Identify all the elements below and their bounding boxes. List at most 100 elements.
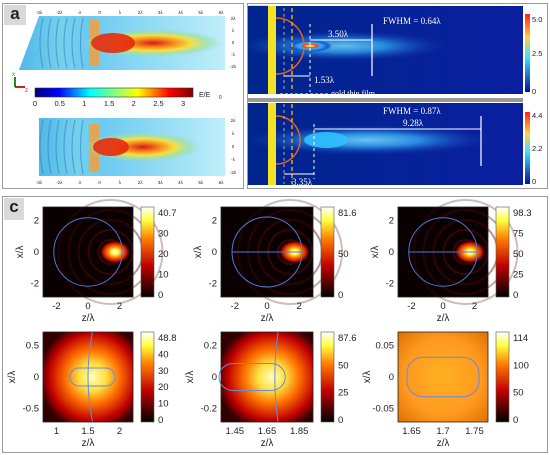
colorbar-label-subscript: 0 [219,95,222,101]
panel-c-label: c [4,198,24,220]
panel-b: b [247,3,548,189]
colorbar-tick: 50 [513,388,524,399]
x-tick: -2 [52,301,60,312]
x-tick: 1.75 [465,426,484,437]
y-tick: 0 [34,247,39,258]
x-tick: 2 [117,301,122,312]
y-tick: -0.05 [372,404,394,415]
x-tick: 0 [440,301,445,312]
colorbar-tick: 3 [181,99,185,108]
x-tick: 1.5 [81,426,94,437]
x-axis-label: z/λ [82,313,95,324]
y-tick-top: 0 [232,40,235,45]
colorbar [495,206,510,298]
x-axis-label: z/λ [261,313,274,324]
colorbar-tick: 1 [82,99,86,108]
y-axis-label: x/λ [362,371,373,384]
colorbar-tick: 81.6 [338,208,357,219]
x-axis-label: z/λ [437,313,450,324]
panel-a-top-map [19,16,225,70]
y-tick-bottom: -λ [231,157,235,162]
b-bottom-offset: 3.35λ [292,177,313,187]
y-tick: 2 [389,216,394,227]
colorbar-tick: 0 [513,290,518,301]
y-tick: -2 [386,279,394,290]
x-axis-label: z/λ [437,438,450,449]
panel-a: a [2,3,244,189]
y-tick: 0.5 [26,341,39,352]
y-tick: -2 [209,279,217,290]
colorbar-tick: 25 [338,388,349,399]
x-tick-bottom: 3λ [158,180,164,185]
y-tick: 0 [34,372,39,383]
x-tick-bottom: -2λ [56,180,63,185]
colorbar-tick: 25 [513,270,524,281]
y-axis-label: x/λ [370,246,381,259]
colorbar-tick: 0 [158,415,163,426]
x-tick-top: -2λ [56,10,63,15]
colorbar [320,331,335,423]
x-tick-bottom: -λ [78,180,82,185]
colorbar-tick: 0 [33,99,37,108]
x-tick: 1.85 [290,426,309,437]
colorbar-tick: 30 [158,366,169,377]
y-tick: -0.5 [23,404,39,415]
colorbar-tick: 114 [513,333,528,344]
b-top-fwhm: FWHM = 0.64λ [383,16,441,26]
colorbar-label: E/E [199,92,211,99]
y-tick-bottom: 2λ [231,118,237,123]
b-bottom-cbar-max: 4.4 [532,111,542,120]
x-tick-bottom: -3λ [36,180,43,185]
b-top-cbar-mid: 2.5 [532,49,542,58]
colorbar-tick: 2 [132,99,136,108]
y-tick: 0.05 [376,341,395,352]
x-tick: 0 [85,301,90,312]
panel-b-figure: 3.50λ 1.53λ FWHM = 0.64λ gold thin film … [248,6,542,187]
x-tick: 1.65 [258,426,277,437]
colorbar-tick: 30 [158,229,169,240]
colorbar-tick: 20 [158,249,169,260]
panel-a-bottom-map [39,118,225,176]
colorbar-tick: 40 [158,349,169,360]
x-axis-label: z/λ [261,438,274,449]
colorbar-tick: 0 [338,415,343,426]
y-tick-bottom: 0 [232,144,235,149]
y-tick: 2 [34,216,39,227]
x-tick-bottom: 0 [98,180,101,185]
x-tick-top: 6λ [219,10,225,15]
x-tick-top: 3λ [158,10,164,15]
b-top-length: 3.50λ [328,29,349,39]
b-bottom-colorbar [525,112,530,184]
subplot-6: 114 100 50 0 1.65 1.7 1.75 0.05 0 -0.05 z/λ x/λ [362,331,529,449]
colorbar-tick: 20 [158,382,169,393]
y-axis-label: x/λ [7,371,18,384]
x-tick: 1.7 [436,426,449,437]
x-tick-bottom: 4λ [178,180,184,185]
b-top-cbar-min: 0 [532,87,536,96]
colorbar-tick: 0 [513,415,518,426]
x-tick: -2 [407,301,415,312]
y-tick-bottom: -2λ [230,170,237,175]
x-tick-top: λ [119,10,122,15]
colorbar-tick: 10 [158,399,169,410]
y-tick-bottom: λ [232,131,235,136]
x-tick-bottom: 6λ [219,180,225,185]
colorbar-tick: 87.6 [338,333,357,344]
panel-a-colorbar [34,87,194,98]
b-top-colorbar [525,14,530,92]
x-tick: 2 [472,301,477,312]
y-tick: -0.2 [201,404,217,415]
x-tick: 0 [264,301,269,312]
colorbar-tick: 0 [158,290,163,301]
y-tick: 2 [212,216,217,227]
x-tick-top: 0 [98,10,101,15]
colorbar-tick: 10 [158,270,169,281]
panel-a-label: a [4,5,26,25]
y-tick-top: 2λ [231,16,237,21]
x-tick-bottom: 2λ [138,180,144,185]
b-film-label: gold thin film [331,89,376,98]
colorbar-tick: 75 [513,229,524,240]
x-tick: 2 [297,301,302,312]
